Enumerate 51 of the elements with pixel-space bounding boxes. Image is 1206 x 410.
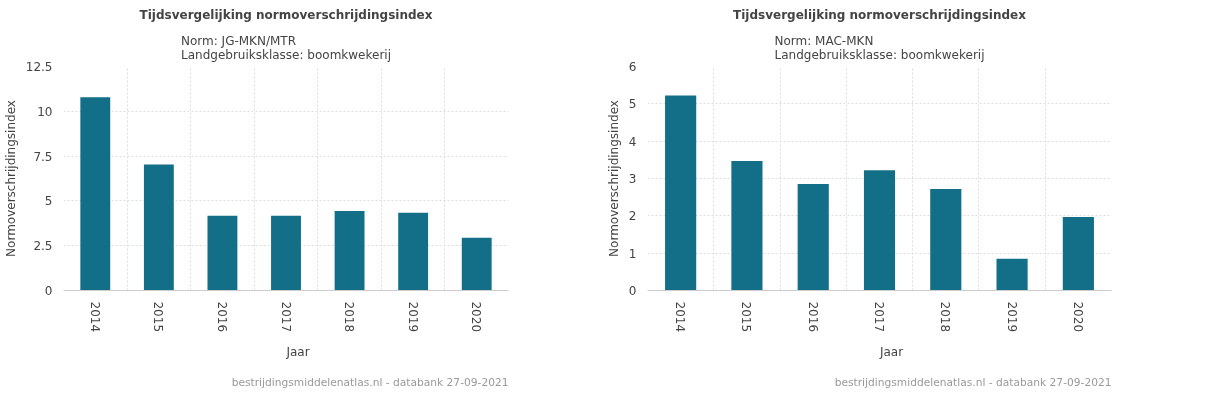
bar [334,210,365,291]
x-tick-label: 2016 [214,301,229,333]
bar [461,237,492,291]
x-tick-label: 2019 [405,301,420,333]
text: Jaar [286,344,310,359]
bar [398,212,429,291]
bar [1062,216,1094,291]
bar [665,95,697,291]
y-tick-label: 5 [628,97,637,112]
y-tick-label: 10 [37,104,53,119]
bar [797,184,829,291]
x-tick-label: 2014 [673,301,688,333]
y-tick-label: 3 [628,172,637,186]
x-tick-label: 2019 [1004,301,1019,333]
y-tick-label: 2.5 [33,239,53,254]
bar [731,160,763,291]
y-tick-label: 6 [628,60,637,74]
text: Jaar [879,344,904,359]
y-tick-label: 5 [44,194,53,209]
chart-title: Tijdsvergelijking normoverschrijdingsindex [139,7,433,22]
bar [80,97,111,291]
y-tick-label: 2 [628,209,637,224]
x-tick-label: 2016 [805,301,820,333]
x-tick-label: 2017 [872,301,886,333]
bar [996,258,1028,291]
text: bestrijdingsmiddelenatlas.nl - databank 27-09-2021 [834,375,1112,389]
bar [863,170,896,291]
y-axis-title: Normoverschrijdingsindex [606,100,621,257]
y-tick-label: 4 [628,134,637,149]
y-tick-label: 1 [628,246,637,261]
y-tick-label: 12.5 [25,60,53,74]
x-tick-label: 2018 [938,301,953,333]
y-tick-label: 7.5 [33,149,53,164]
y-axis-title: Normoverschrijdingsindex [3,100,18,257]
x-tick-label: 2015 [151,301,166,333]
bar [930,188,962,291]
x-tick-label: 2018 [342,301,357,333]
chart-subtitle: Norm: JG-MKN/MTR Landgebruiksklasse: boomkwekerij [181,33,391,62]
x-tick-label: 2014 [87,301,102,333]
x-tick-label: 2020 [469,301,484,333]
y-tick-label: 0 [44,284,53,298]
bar [207,215,238,291]
text: bestrijdingsmiddelenatlas.nl - databank 27-09-2021 [231,375,509,389]
chart-title: Tijdsvergelijking normoverschrijdingsindex [733,7,1027,22]
bar [271,215,301,291]
x-tick-label: 2017 [278,301,293,333]
bar [143,164,174,291]
y-tick-label: 0 [628,284,637,298]
chart-subtitle: Norm: MAC-MKN Landgebruiksklasse: boomkwekerij [774,33,985,62]
x-tick-label: 2020 [1070,301,1085,333]
x-tick-label: 2015 [739,301,754,333]
